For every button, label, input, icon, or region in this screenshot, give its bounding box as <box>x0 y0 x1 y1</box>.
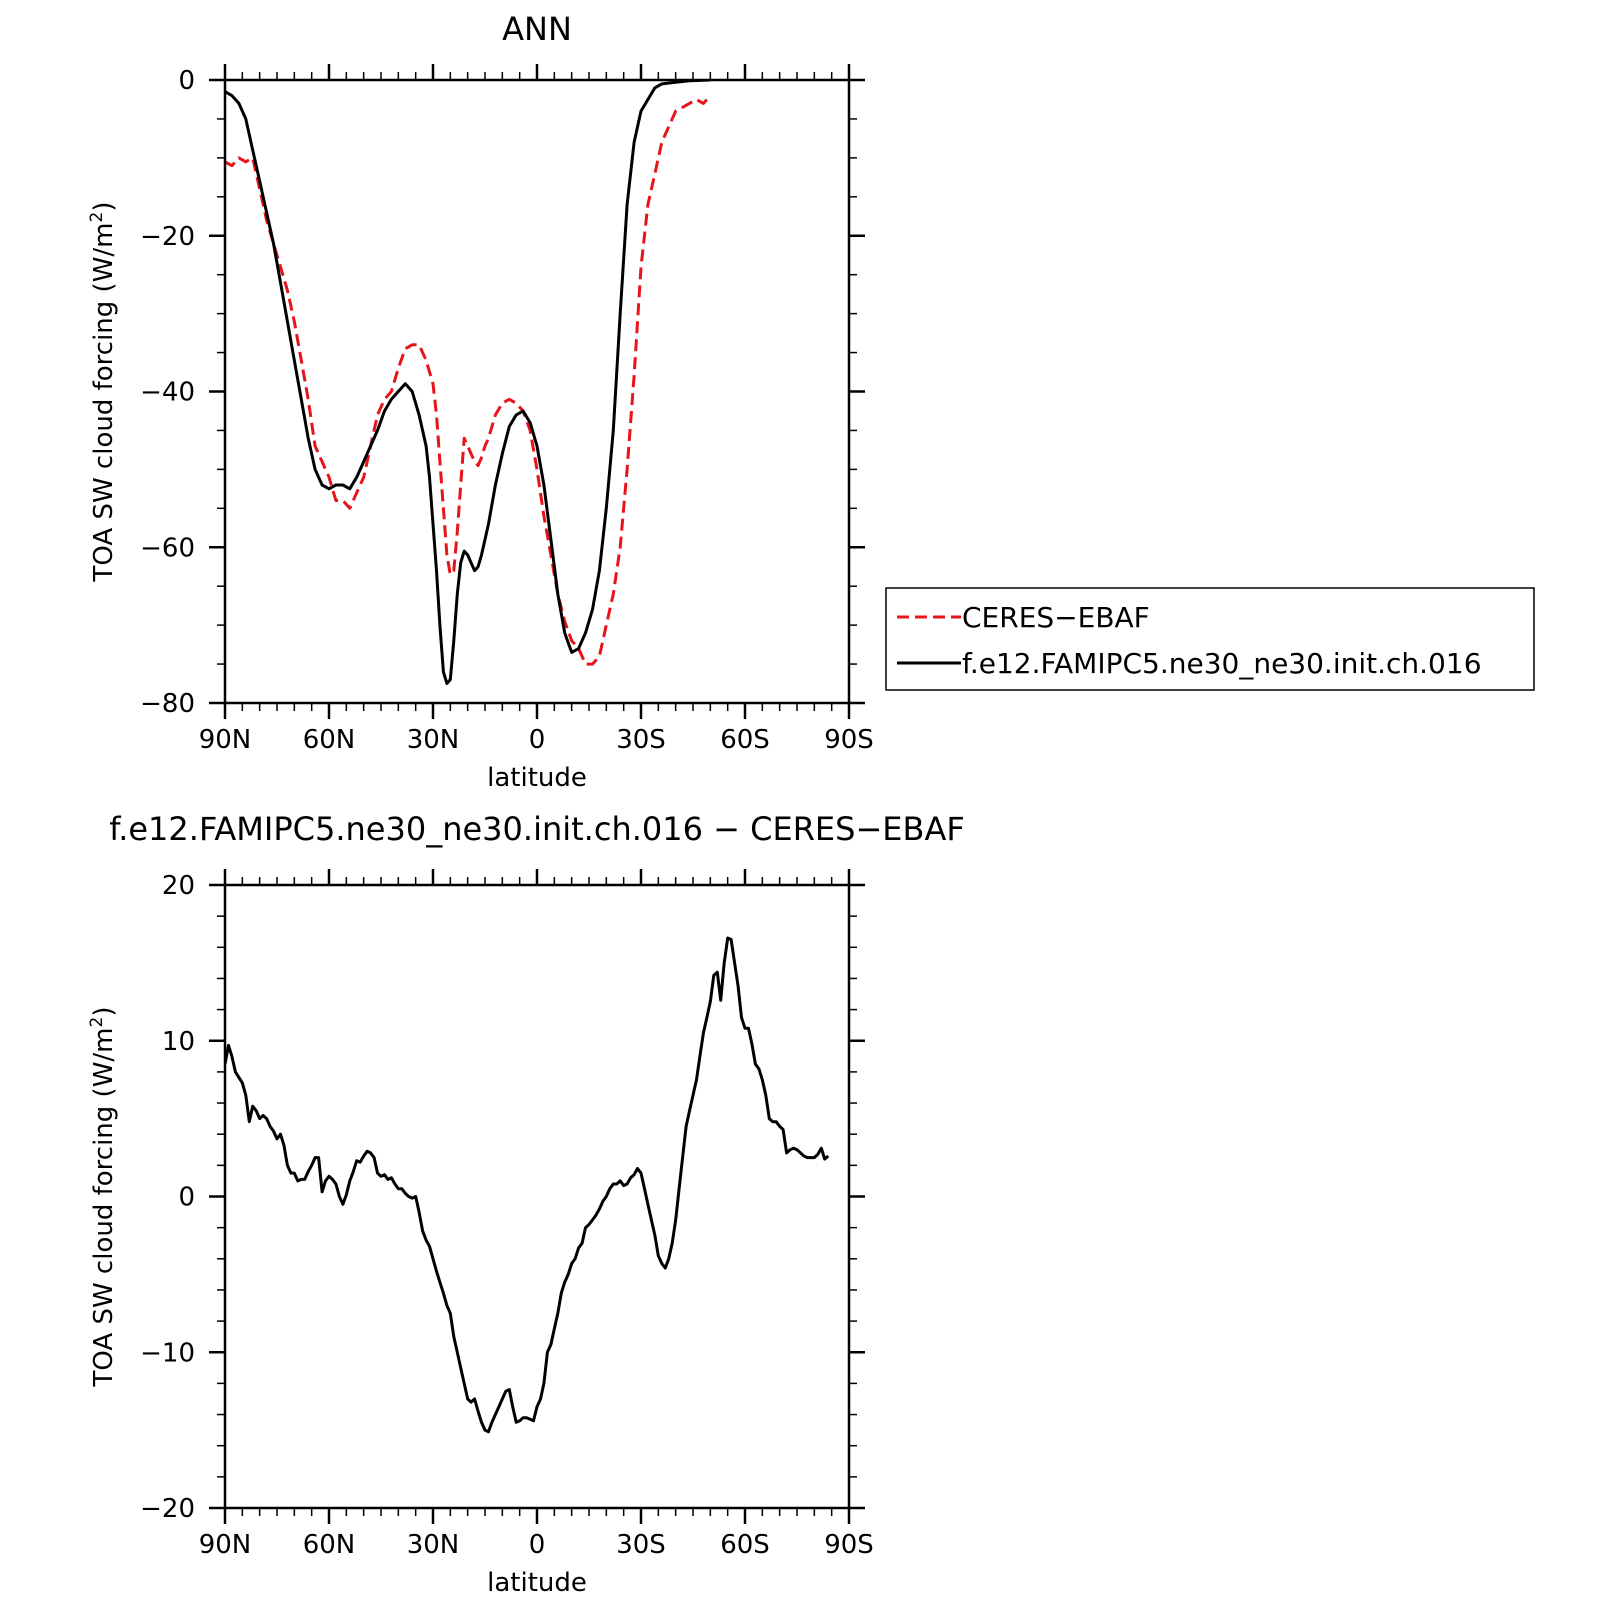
bottom-series-line-0 <box>225 936 830 1434</box>
bottom-x-tick-label: 30N <box>407 1530 460 1560</box>
bottom-panel: f.e12.FAMIPC5.ne30_ne30.init.ch.016 − CE… <box>87 810 965 1598</box>
bottom-x-tick-label: 60N <box>303 1530 356 1560</box>
top-x-axis-title: latitude <box>487 763 587 793</box>
top-series-line-0 <box>225 98 712 666</box>
bottom-y-axis-title: TOA SW cloud forcing (W/m2) <box>87 1007 119 1388</box>
top-x-tick-label: 60N <box>303 725 356 755</box>
bottom-y-tick-label: 10 <box>162 1027 195 1057</box>
bottom-x-axis-title: latitude <box>487 1568 587 1598</box>
top-x-tick-label: 60S <box>720 725 770 755</box>
bottom-panel-marks: 90N 60N 30N 0 30S 60S 90S 20 10 0 −10 −20 latitude TO… <box>87 869 874 1598</box>
bottom-x-tick-label: 60S <box>720 1530 770 1560</box>
top-x-tick-label: 30S <box>616 725 666 755</box>
top-y-tick-label: −40 <box>140 378 195 408</box>
bottom-x-tick-label: 90N <box>199 1530 252 1560</box>
bottom-y-tick-label: −10 <box>140 1338 195 1368</box>
top-x-tick-label: 90S <box>824 725 874 755</box>
top-x-tick-label: 0 <box>529 725 546 755</box>
legend-label-model: f.e12.FAMIPC5.ne30_ne30.init.ch.016 <box>962 647 1482 680</box>
bottom-y-tick-label: 0 <box>178 1183 195 1213</box>
bottom-x-tick-label: 30S <box>616 1530 666 1560</box>
top-x-tick-label: 30N <box>407 725 460 755</box>
top-y-tick-label: −80 <box>140 689 195 719</box>
bottom-y-tick-label: −20 <box>140 1494 195 1524</box>
top-panel: ANN 90N 60N 30N 0 30S 60S 90S 0 −20 −40 −60 −80 lati… <box>87 10 1535 793</box>
bottom-plot-frame <box>223 883 851 1510</box>
bottom-x-tick-label: 0 <box>529 1530 546 1560</box>
bottom-x-tick-label: 90S <box>824 1530 874 1560</box>
top-panel-marks: 90N 60N 30N 0 30S 60S 90S 0 −20 −40 −60 −80 latitude… <box>87 64 874 793</box>
top-series-line-1 <box>225 80 711 685</box>
top-x-tick-label: 90N <box>199 725 252 755</box>
legend: CERES−EBAF f.e12.FAMIPC5.ne30_ne30.init.… <box>885 587 1535 691</box>
top-y-tick-label: −20 <box>140 222 195 252</box>
bottom-panel-title: f.e12.FAMIPC5.ne30_ne30.init.ch.016 − CE… <box>109 810 964 848</box>
top-plot-frame <box>223 78 851 705</box>
bottom-y-tick-label: 20 <box>162 871 195 901</box>
legend-box <box>885 587 1535 691</box>
top-panel-title: ANN <box>502 10 572 48</box>
legend-label-ceres: CERES−EBAF <box>962 601 1150 634</box>
top-y-tick-label: −60 <box>140 533 195 563</box>
top-y-axis-title: TOA SW cloud forcing (W/m2) <box>87 202 119 583</box>
top-y-tick-label: 0 <box>178 66 195 96</box>
